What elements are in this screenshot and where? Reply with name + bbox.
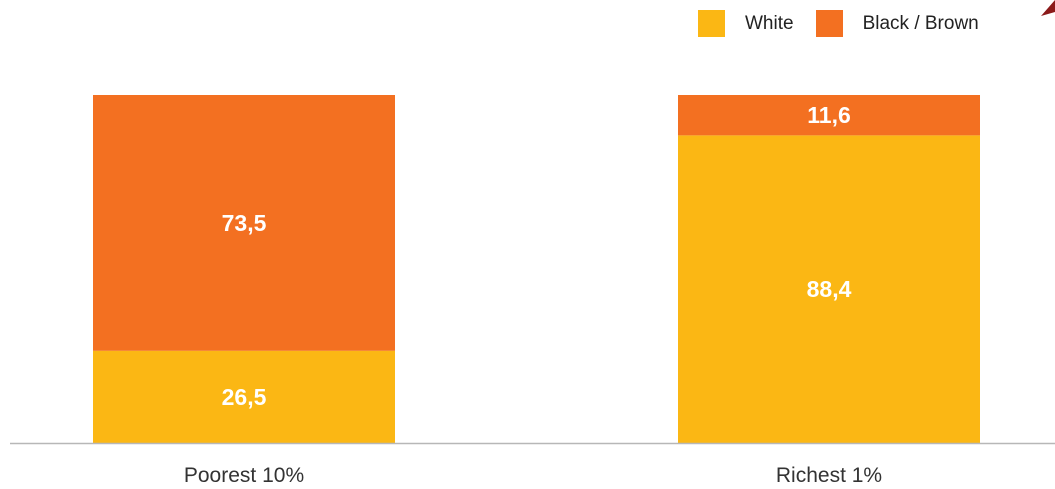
data-label-poorest-10-black-brown: 73,5 <box>222 210 267 236</box>
bar-poorest-10-white <box>93 350 395 443</box>
bar-poorest-10-black-brown <box>93 95 395 351</box>
legend-swatch-black-brown <box>815 10 843 37</box>
data-label-richest-1-black-brown: 11,6 <box>807 102 851 128</box>
legend-item-black-brown: Black / Brown <box>815 10 979 37</box>
legend-label-black-brown: Black / Brown <box>862 12 979 34</box>
legend: White Black / Brown <box>698 10 1001 37</box>
corner-arrow-shape <box>1041 0 1055 16</box>
data-label-richest-1-white: 88,4 <box>807 276 852 302</box>
data-label-poorest-10-white: 26,5 <box>222 384 267 410</box>
category-label-poorest-10: Poorest 10% <box>184 464 304 487</box>
bar-richest-1-black-brown <box>678 95 980 136</box>
legend-swatch-white <box>698 10 725 37</box>
bar-richest-1-white <box>678 135 980 444</box>
legend-label-white: White <box>745 12 794 34</box>
corner-arrow-icon <box>1041 0 1055 16</box>
legend-item-white: White <box>698 10 794 37</box>
category-label-richest-1: Richest 1% <box>776 464 882 487</box>
